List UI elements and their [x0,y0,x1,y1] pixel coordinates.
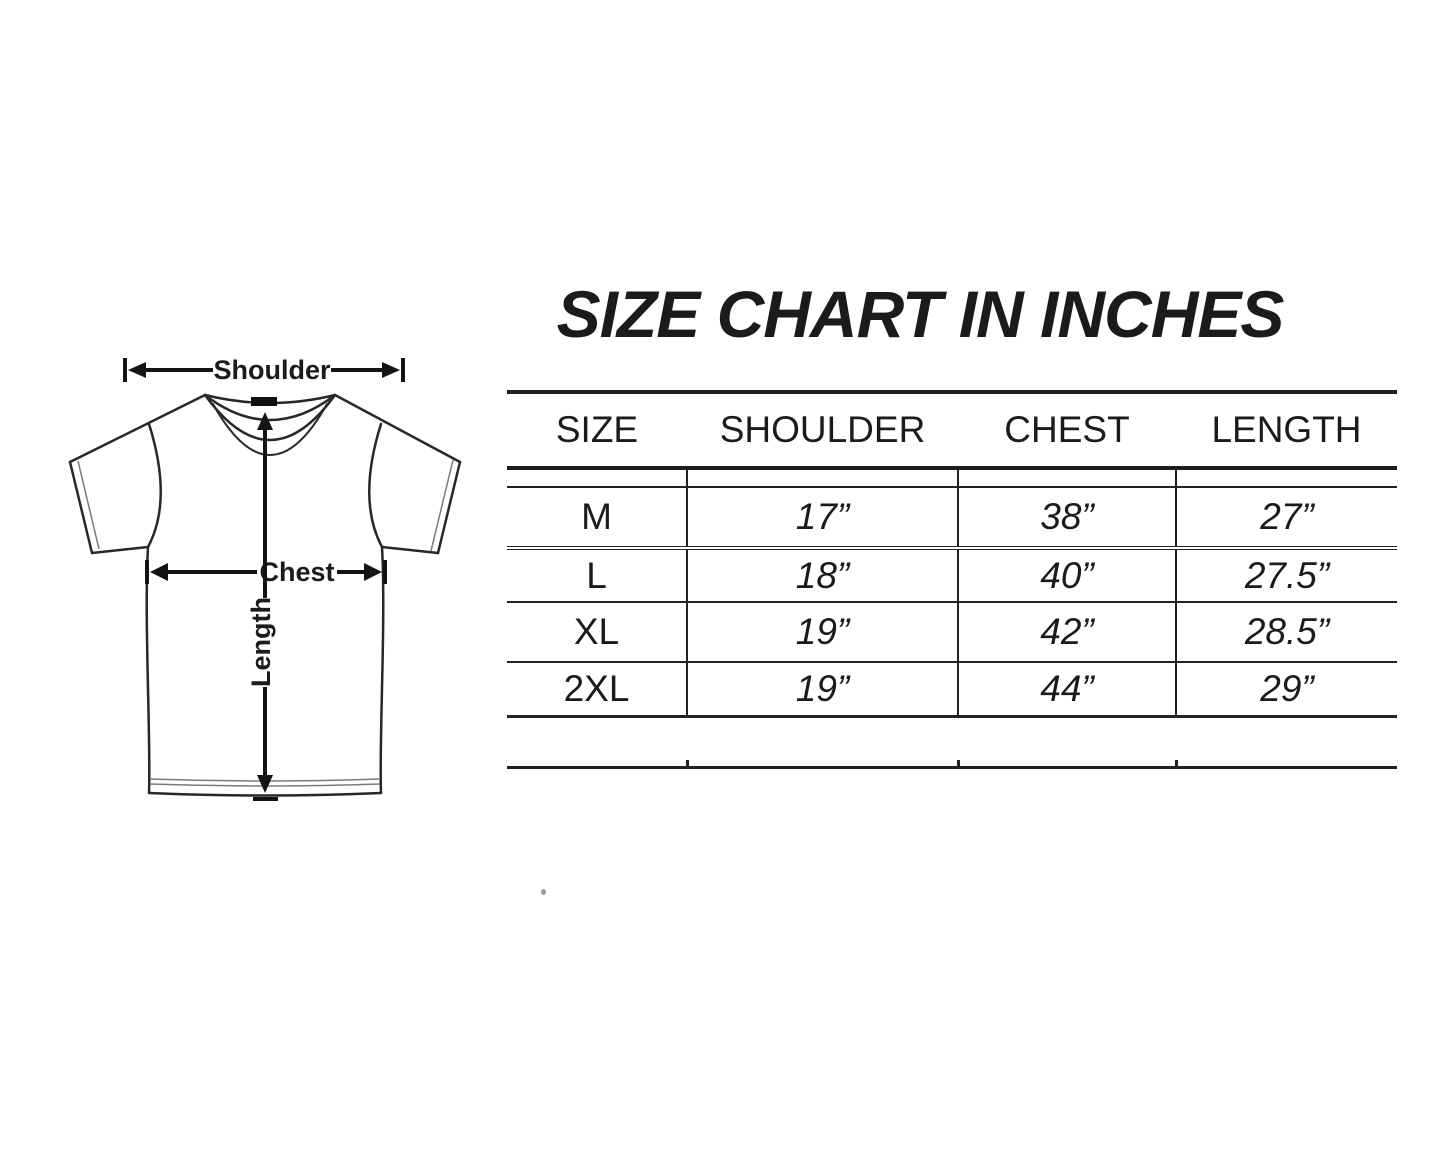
cell-size: 2XL [507,662,687,718]
tick-mark [686,760,689,767]
shoulder-arrow [123,358,405,382]
tshirt-outline [68,393,462,797]
length-arrow [253,412,278,801]
table-row: 2XL 19” 44” 29” [507,662,1397,718]
chest-arrow [145,560,387,584]
tick-mark [1175,760,1178,767]
column-header-chest: CHEST [958,390,1176,470]
table-row: XL 19” 42” 28.5” [507,602,1397,663]
collar-tag [251,397,277,406]
length-label: Length [246,597,276,687]
cell-length: 27” [1175,487,1397,550]
cell-size: L [507,548,687,603]
cell-size: M [507,487,687,550]
table-row: M 17” 38” 27” [507,487,1397,550]
cell-chest: 38” [957,487,1176,550]
page-title: SIZE CHART IN INCHES [556,277,1285,351]
tshirt-measurement-diagram: Shoulder Chest Length [68,355,462,801]
column-header-shoulder: SHOULDER [687,390,958,470]
cell-chest: 40” [957,548,1176,603]
cell-size: XL [507,602,687,663]
cell-shoulder: 17” [686,487,958,550]
column-header-length: LENGTH [1176,390,1397,470]
cell-shoulder: 19” [686,602,958,663]
shoulder-label: Shoulder [213,355,330,385]
table-row: L 18” 40” 27.5” [507,548,1397,603]
cell-length: 29” [1175,662,1397,718]
cell-length: 28.5” [1175,602,1397,663]
tick-mark [957,760,960,767]
cell-chest: 44” [957,662,1176,718]
cell-shoulder: 18” [686,548,958,603]
cell-chest: 42” [957,602,1176,663]
cell-length: 27.5” [1175,548,1397,603]
table-header-row: SIZE SHOULDER CHEST LENGTH [507,390,1397,470]
spacer-row [507,468,1397,488]
table-bottom-rule [507,760,1397,769]
chest-label: Chest [259,557,334,587]
size-table: SIZE SHOULDER CHEST LENGTH M 17” 38” 27”… [507,390,1397,718]
stray-mark [541,889,546,895]
cell-shoulder: 19” [686,662,958,718]
column-header-size: SIZE [507,390,687,470]
